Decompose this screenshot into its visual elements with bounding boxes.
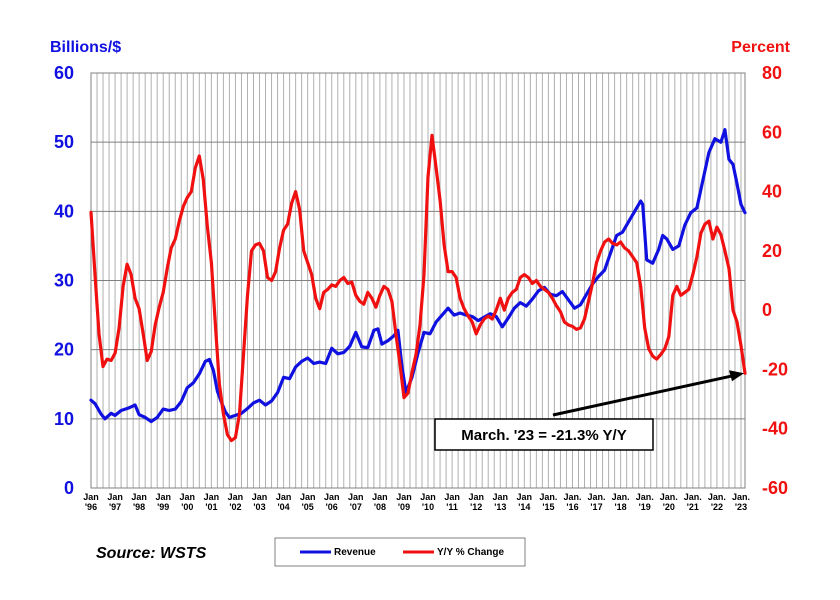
x-tick-label: Jan '02 [228,492,244,512]
x-tick-label: Jan '13 [493,492,509,512]
x-tick-label: Jan. '20 [660,492,678,512]
legend-label-revenue: Revenue [334,547,376,558]
x-tick-label: Jan '11 [444,492,460,512]
x-tick-label: Jan. '17 [587,492,605,512]
x-tick-label: Jan '09 [396,492,412,512]
x-tick-label: Jan. '21 [684,492,702,512]
x-tick-label: Jan '06 [324,492,340,512]
x-tick-label: Jan '12 [468,492,484,512]
x-tick-label: Jan. '22 [708,492,726,512]
source-note: Source: WSTS [96,545,207,562]
right-y-tick-label: 0 [762,300,772,320]
left-y-tick-label: 20 [54,340,74,360]
left-y-tick-label: 0 [64,478,74,498]
annotation-arrowhead [729,370,744,382]
legend-label-yoy: Y/Y % Change [437,547,504,558]
left-y-tick-label: 50 [54,132,74,152]
x-tick-label: Jan '05 [300,492,316,512]
annotation-text: March. '23 = -21.3% Y/Y [461,427,626,444]
yoy-change-series-line [89,133,747,443]
plot-frame [90,72,746,489]
x-tick-label: Jan '97 [107,492,123,512]
annotation-box [434,418,654,451]
x-tick-label: Jan. '23 [732,492,750,512]
annotation: March. '23 = -21.3% Y/Y [434,370,744,451]
right-y-tick-label: 40 [762,182,782,202]
legend: Source: WSTS Revenue Y/Y % Change [96,537,526,567]
x-tick-label: Jan '00 [180,492,196,512]
left-y-tick-label: 30 [54,271,74,291]
series-lines [89,128,747,443]
right-axis-title: Percent [731,39,790,56]
x-tick-label: Jan '08 [372,492,388,512]
right-y-tick-label: -60 [762,478,788,498]
annotation-arrow [552,373,736,417]
x-tick-label: Jan '96 [83,492,99,512]
left-y-tick-label: 10 [54,409,74,429]
x-tick-label: Jan '07 [348,492,364,512]
x-tick-label: Jan '01 [204,492,220,512]
x-tick-label: Jan '10 [420,492,436,512]
right-y-tick-label: 60 [762,122,782,142]
x-tick-label: Jan '14 [517,492,533,512]
x-tick-label: Jan '99 [155,492,171,512]
left-axis-title: Billions/$ [50,39,121,56]
right-y-tick-label: 20 [762,241,782,261]
x-tick-label: Jan '98 [131,492,147,512]
x-tick-label: Jan '04 [276,492,292,512]
x-tick-label: Jan. '19 [636,492,654,512]
left-y-tick-label: 40 [54,201,74,221]
x-tick-label: Jan. '15 [539,492,557,512]
right-y-tick-label: -40 [762,419,788,439]
x-tick-label: Jan. '16 [563,492,581,512]
grid [90,72,746,489]
x-tick-label: Jan. '18 [612,492,630,512]
right-y-tick-label: 80 [762,63,782,83]
x-tick-label: Jan '03 [252,492,268,512]
axes: Billions/$ Percent6050403020100806040200-… [50,39,791,512]
left-y-tick-label: 60 [54,63,74,83]
right-y-tick-label: -20 [762,359,788,379]
